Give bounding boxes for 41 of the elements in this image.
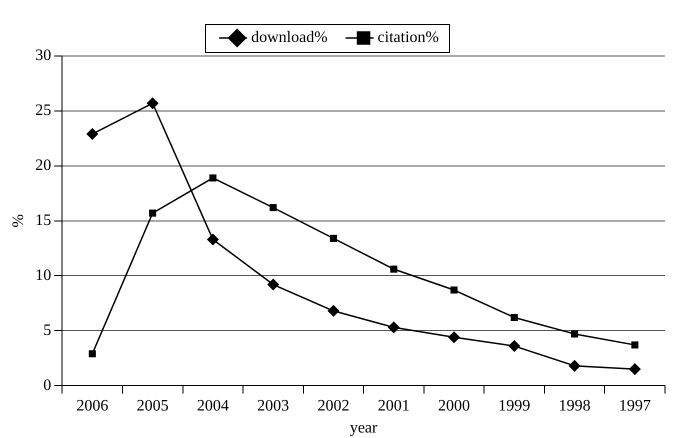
point: [330, 234, 337, 242]
point: [209, 174, 216, 182]
y-tick-label: 25: [35, 102, 52, 120]
point: [206, 233, 219, 246]
point: [86, 128, 98, 140]
point: [327, 304, 340, 317]
x-tick-label: 1997: [618, 397, 651, 414]
x-axis-title: year: [350, 420, 378, 437]
y-tick-label: 10: [35, 266, 52, 284]
point: [388, 321, 400, 334]
x-tick-label: 1998: [558, 397, 591, 414]
point: [568, 360, 581, 372]
point: [571, 330, 578, 338]
point: [146, 97, 159, 110]
x-tick-label: 2002: [317, 397, 350, 414]
y-tick-label: 20: [35, 157, 52, 174]
point: [270, 204, 277, 212]
point: [88, 350, 96, 358]
x-tick-label: 2001: [378, 397, 410, 414]
point: [267, 278, 280, 291]
y-tick-label: 15: [35, 212, 52, 230]
point: [631, 341, 638, 348]
y-tick-label: 0: [43, 376, 52, 394]
x-tick-label: 2000: [438, 397, 470, 414]
point: [390, 266, 398, 273]
point: [628, 363, 641, 376]
x-tick-label: 1999: [498, 397, 530, 414]
legend-label: citation%: [378, 29, 439, 46]
point: [450, 286, 458, 294]
x-tick-label: 2005: [136, 397, 169, 414]
y-axis-title: %: [10, 214, 27, 228]
y-tick-label: 5: [43, 322, 52, 339]
y-tick-label: 30: [35, 47, 52, 64]
legend-label: download%: [251, 29, 328, 46]
x-tick-label: 2003: [257, 397, 290, 414]
point: [448, 331, 460, 344]
point: [508, 340, 520, 352]
point: [510, 314, 518, 322]
point: [149, 210, 156, 217]
x-tick-label: 2006: [76, 397, 108, 414]
x-tick-label: 2004: [196, 397, 229, 414]
